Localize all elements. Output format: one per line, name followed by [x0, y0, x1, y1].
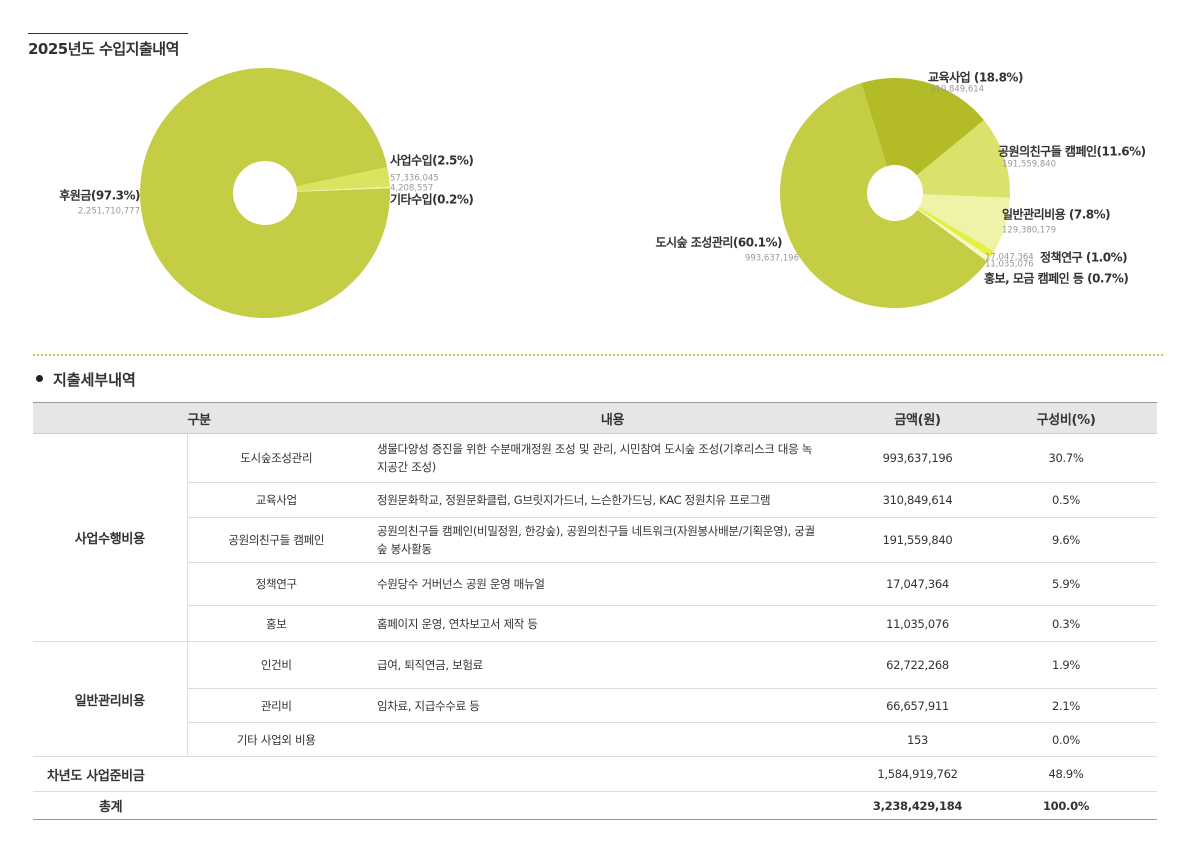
content-cell [365, 722, 860, 757]
pie-slice [780, 83, 988, 308]
slice-label: 도시숲 조성관리(60.1%) [655, 235, 782, 250]
content-cell: 홈페이지 운영, 연차보고서 제작 등 [365, 605, 860, 642]
item-cell: 공원의친구들 캠페인 [187, 517, 365, 563]
item-cell: 홍보 [187, 605, 365, 642]
bullet [36, 375, 43, 382]
ratio-cell: 5.9% [975, 562, 1157, 606]
table-row: 관리비 임차료, 지급수수료 등 66,657,911 2.1% [33, 688, 1157, 723]
ratio-cell: 0.5% [975, 482, 1157, 518]
pie-slice [861, 77, 984, 176]
content-cell: 급여, 퇴직연금, 보험료 [365, 641, 860, 689]
ratio-cell: 48.9% [975, 756, 1157, 792]
amount-cell: 191,559,840 [860, 517, 975, 563]
separator [33, 354, 1163, 356]
table-row: 일반관리비용 인건비 급여, 퇴직연금, 보험료 62,722,268 1.9% [33, 641, 1157, 757]
slice-amount: 11,035,076 [985, 260, 1034, 270]
header-cell: 구분 [33, 402, 365, 434]
slice-label: 후원금(97.3%) [59, 188, 140, 203]
amount-cell: 17,047,364 [860, 562, 975, 606]
slice-amount: 4,208,557 [390, 184, 433, 194]
slice-amount: 129,380,179 [1002, 226, 1056, 236]
slice-label: 교육사업 (18.8%) [928, 70, 1023, 85]
content-cell: 임차료, 지급수수료 등 [365, 688, 860, 723]
amount-cell: 993,637,196 [860, 433, 975, 483]
content-cell: 생물다양성 증진을 위한 수분매개정원 조성 및 관리, 시민참여 도시숲 조성… [365, 433, 860, 483]
slice-label: 홍보, 모금 캠페인 등 (0.7%) [984, 271, 1128, 286]
slice-label: 공원의친구들 캠페인(11.6%) [998, 144, 1146, 159]
slice-label: 정책연구 (1.0%) [1040, 250, 1127, 265]
item-cell: 기타 사업외 비용 [187, 722, 365, 757]
slice-amount: 57,336,045 [390, 174, 439, 184]
amount-cell: 66,657,911 [860, 688, 975, 723]
slice-label: 기타수입(0.2%) [390, 192, 473, 207]
item-cell: 교육사업 [187, 482, 365, 518]
table-row: 홍보 홈페이지 운영, 연차보고서 제작 등 11,035,076 0.3% [33, 605, 1157, 642]
header-row: 구분 내용 금액(원) 구성비(%) [33, 402, 1157, 434]
pie-slice [296, 186, 390, 192]
pie-slice [919, 194, 1010, 252]
amount-cell: 1,584,919,762 [860, 756, 975, 792]
ratio-cell: 1.9% [975, 641, 1157, 689]
slice-amount: 17,047,364 [985, 253, 1034, 263]
header-cell: 내용 [365, 402, 860, 434]
pie-slice [917, 208, 991, 262]
ratio-cell: 0.0% [975, 722, 1157, 757]
item-cell: 정책연구 [187, 562, 365, 606]
amount-cell: 310,849,614 [860, 482, 975, 518]
header-cell: 금액(원) [860, 402, 975, 434]
ratio-cell: 0.3% [975, 605, 1157, 642]
slice-label: 일반관리비용 (7.8%) [1002, 207, 1110, 222]
expense-table: 구분 내용 금액(원) 구성비(%) 사업수행비용 도시숲조성관리 생물다양성 증진… [33, 402, 1157, 820]
slice-amount: 191,559,840 [1002, 160, 1056, 170]
page-title: 2025년도 수입지출내역 [28, 33, 188, 59]
slice-amount: 2,251,710,777 [78, 207, 140, 217]
content-cell: 정원문화학교, 정원문화클럽, G브릿지가드너, 느슨한가드닝, KAC 정원치… [365, 482, 860, 518]
summary-label: 차년도 사업준비금 [33, 756, 860, 792]
table-body: 사업수행비용 도시숲조성관리 생물다양성 증진을 위한 수분매개정원 조성 및 관리… [33, 433, 1157, 820]
amount-cell: 62,722,268 [860, 641, 975, 689]
group-cell: 일반관리비용 [33, 641, 188, 757]
table-row: 교육사업 정원문화학교, 정원문화클럽, G브릿지가드너, 느슨한가드닝, KAC… [33, 482, 1157, 518]
pie-slice [918, 207, 995, 258]
slice-label: 사업수입(2.5%) [390, 153, 473, 168]
summary-row: 총계 3,238,429,184 100.0% [33, 791, 1157, 820]
slice-amount: 310,849,614 [930, 85, 984, 95]
ratio-cell: 30.7% [975, 433, 1157, 483]
summary-label: 총계 [33, 791, 860, 820]
content-cell: 수원당수 거버넌스 공원 운영 매뉴얼 [365, 562, 860, 606]
charts: 후원금(97.3%) 2,251,710,777 사업수입(2.5%) 57,336,… [59, 68, 1146, 319]
summary-row: 차년도 사업준비금 1,584,919,762 48.9% [33, 756, 1157, 792]
group-cell: 사업수행비용 [33, 433, 188, 642]
pie-slice [296, 167, 390, 192]
section-text: 지출세부내역 [53, 371, 136, 389]
item-cell: 관리비 [187, 688, 365, 723]
pie-slice [916, 120, 1010, 198]
section-title: 지출세부내역 [36, 369, 136, 390]
ratio-cell: 2.1% [975, 688, 1157, 723]
content-cell: 공원의친구들 캠페인(비밀정원, 한강숲), 공원의친구들 네트워크(자원봉사배… [365, 517, 860, 563]
table-row: 사업수행비용 도시숲조성관리 생물다양성 증진을 위한 수분매개정원 조성 및 관리… [33, 433, 1157, 642]
table-row: 기타 사업외 비용 153 0.0% [33, 722, 1157, 757]
table-row: 정책연구 수원당수 거버넌스 공원 운영 매뉴얼 17,047,364 5.9% [33, 562, 1157, 606]
ratio-cell: 100.0% [975, 791, 1157, 820]
ratio-cell: 9.6% [975, 517, 1157, 563]
item-cell: 인건비 [187, 641, 365, 689]
item-cell: 도시숲조성관리 [187, 433, 365, 483]
pie-slice [140, 68, 390, 319]
table-row: 공원의친구들 캠페인 공원의친구들 캠페인(비밀정원, 한강숲), 공원의친구들 … [33, 517, 1157, 563]
amount-cell: 153 [860, 722, 975, 757]
amount-cell: 11,035,076 [860, 605, 975, 642]
amount-cell: 3,238,429,184 [860, 791, 975, 820]
header-cell: 구성비(%) [975, 402, 1157, 434]
slice-amount: 993,637,196 [745, 254, 799, 264]
